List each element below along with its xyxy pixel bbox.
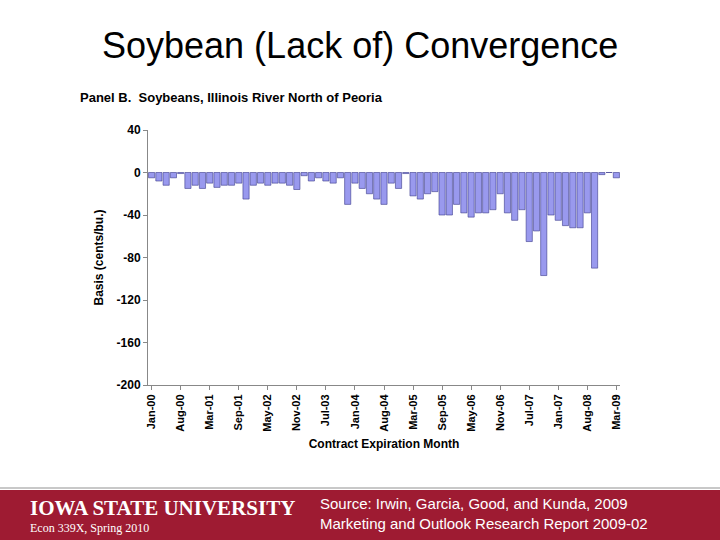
- svg-text:Jul-03: Jul-03: [319, 394, 331, 426]
- svg-text:Nov-02: Nov-02: [290, 394, 302, 431]
- svg-text:-80: -80: [123, 251, 141, 265]
- svg-text:Aug-08: Aug-08: [581, 394, 593, 431]
- svg-text:May-06: May-06: [465, 394, 477, 431]
- svg-text:IOWA STATE UNIVERSITY: IOWA STATE UNIVERSITY: [30, 496, 295, 520]
- svg-text:Source: Irwin, Garcia, Good, a: Source: Irwin, Garcia, Good, and Kunda, …: [320, 495, 648, 532]
- svg-text:Jan-00: Jan-00: [145, 394, 157, 429]
- svg-text:Econ 339X, Spring 2010: Econ 339X, Spring 2010: [30, 521, 149, 535]
- svg-text:Contract Expiration Month: Contract Expiration Month: [309, 437, 460, 451]
- svg-text:May-02: May-02: [261, 394, 273, 431]
- svg-text:Sep-05: Sep-05: [436, 394, 448, 430]
- svg-text:Sep-01: Sep-01: [232, 394, 244, 430]
- svg-text:-40: -40: [123, 208, 141, 222]
- svg-text:Aug-00: Aug-00: [174, 394, 186, 431]
- svg-text:Basis (cents/bu.): Basis (cents/bu.): [92, 209, 106, 305]
- svg-text:-160: -160: [117, 336, 141, 350]
- svg-text:-200: -200: [117, 378, 141, 392]
- svg-text:Panel B. Soybeans, Illinois R: Panel B. Soybeans, Illinois River North …: [80, 90, 383, 105]
- svg-text:0: 0: [134, 166, 141, 180]
- svg-text:Mar-05: Mar-05: [407, 394, 419, 429]
- svg-text:Mar-01: Mar-01: [203, 394, 215, 429]
- svg-text:Mar-09: Mar-09: [610, 394, 622, 429]
- svg-text:Soybean (Lack of) Convergence: Soybean (Lack of) Convergence: [102, 25, 618, 66]
- svg-text:Jan-07: Jan-07: [552, 394, 564, 429]
- svg-text:Aug-04: Aug-04: [378, 394, 390, 432]
- svg-text:Jan-04: Jan-04: [349, 394, 361, 430]
- svg-text:Jul-07: Jul-07: [523, 394, 535, 426]
- svg-text:40: 40: [127, 123, 141, 137]
- svg-text:-120: -120: [117, 293, 141, 307]
- svg-text:Nov-06: Nov-06: [494, 394, 506, 431]
